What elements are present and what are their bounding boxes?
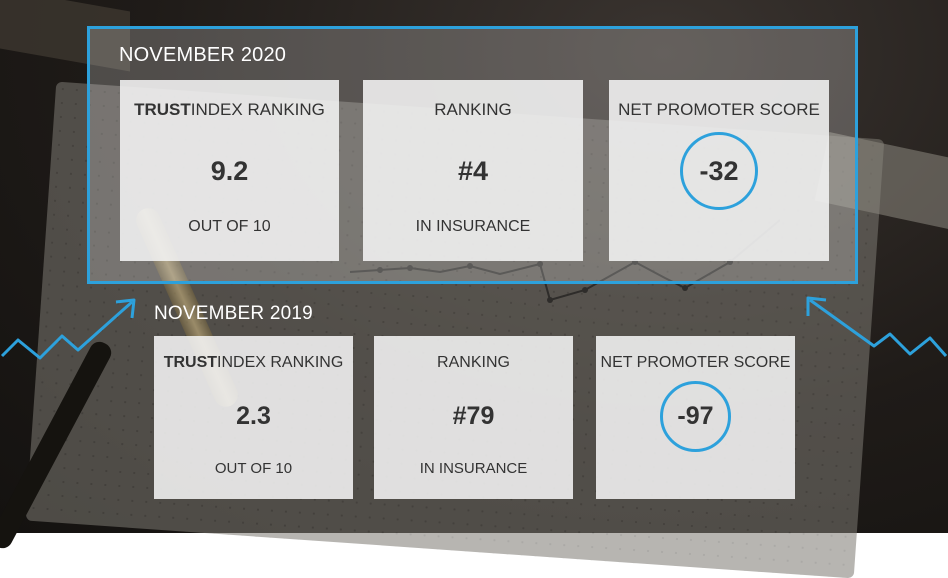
background-sketch-chart: [349, 219, 780, 303]
nov2020-nps-card: NET PROMOTER SCORE -32: [609, 80, 829, 261]
ranking-heading: RANKING: [437, 354, 510, 371]
trend-arrow-left-icon: [806, 296, 948, 357]
nps-heading: NET PROMOTER SCORE: [600, 354, 791, 371]
nov2019-label: NOVEMBER 2019: [154, 303, 313, 324]
ranking-heading: RANKING: [434, 100, 512, 119]
nov2020-ranking-card: RANKING #4 IN INSURANCE: [363, 80, 583, 261]
nov2020-trustindex-card: TRUSTINDEX RANKING 9.2 OUT OF 10: [120, 80, 339, 261]
trustindex-value: 9.2: [210, 156, 249, 186]
ranking-value: #4: [457, 156, 489, 186]
nps-value: -97: [677, 402, 714, 430]
trustindex-heading: TRUSTINDEX RANKING: [163, 354, 344, 371]
nps-value: -32: [699, 155, 739, 186]
trustindex-value: 2.3: [236, 402, 271, 430]
ranking-sub: IN INSURANCE: [419, 460, 528, 477]
nps-ring: -32: [680, 132, 758, 210]
ranking-sub: IN INSURANCE: [415, 218, 531, 235]
nov2019-nps-card: NET PROMOTER SCORE -97: [596, 336, 795, 499]
nov2019-trustindex-card: TRUSTINDEX RANKING 2.3 OUT OF 10: [154, 336, 353, 499]
trustindex-sub: OUT OF 10: [214, 460, 293, 477]
nov2020-label: NOVEMBER 2020: [119, 44, 287, 66]
nps-heading: NET PROMOTER SCORE: [618, 100, 820, 119]
ranking-value: #79: [452, 402, 495, 430]
nps-ring: -97: [660, 381, 731, 452]
trustindex-sub: OUT OF 10: [188, 218, 271, 235]
trend-arrow-up-icon: [0, 298, 136, 360]
nov2019-ranking-card: RANKING #79 IN INSURANCE: [374, 336, 573, 499]
trustindex-heading: TRUSTINDEX RANKING: [134, 100, 325, 119]
